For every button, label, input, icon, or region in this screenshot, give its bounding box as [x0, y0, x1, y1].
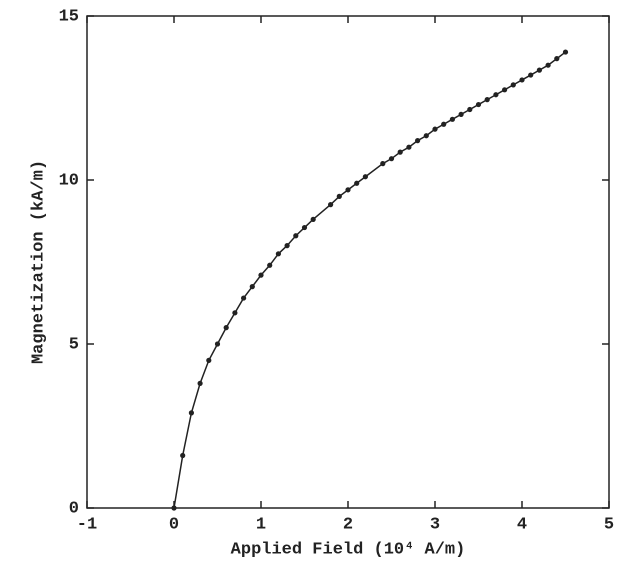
data-point: [241, 295, 247, 301]
data-point: [449, 116, 455, 122]
data-point: [467, 106, 473, 113]
data-point: [380, 161, 386, 167]
data-point: [519, 77, 525, 83]
plot-frame: [86, 15, 610, 509]
data-point: [388, 156, 395, 162]
data-point: [197, 380, 203, 386]
y-tick-label: 15: [59, 7, 79, 26]
data-point: [458, 111, 464, 117]
data-point: [328, 202, 334, 208]
data-point: [345, 187, 351, 193]
data-point: [432, 126, 438, 132]
data-point: [510, 82, 516, 88]
data-point: [475, 101, 482, 108]
data-point: [502, 87, 508, 93]
data-point: [275, 251, 281, 257]
x-tick-label: -1: [77, 515, 97, 534]
y-tick-label: 5: [69, 335, 79, 354]
data-point: [180, 452, 186, 459]
data-point: [554, 56, 560, 62]
data-point: [258, 272, 264, 278]
y-tick-label: 0: [69, 499, 79, 518]
data-point: [441, 121, 447, 127]
data-point: [397, 149, 403, 155]
data-point: [310, 216, 316, 222]
data-point: [284, 243, 290, 249]
data-point: [536, 67, 543, 73]
data-point: [493, 92, 499, 98]
data-point: [484, 97, 490, 103]
data-point: [415, 138, 421, 144]
data-point: [223, 325, 229, 331]
x-axis-label: Applied Field (10⁴ A/m): [231, 540, 466, 559]
data-point: [171, 505, 177, 511]
data-point: [406, 144, 412, 150]
data-point: [336, 193, 342, 199]
x-tick-label: 5: [604, 515, 614, 534]
data-point: [354, 180, 360, 186]
x-tick-label: 2: [343, 515, 353, 534]
data-point: [188, 410, 194, 416]
data-line: [173, 51, 566, 509]
x-tick-label: 3: [430, 515, 440, 534]
data-point: [423, 133, 429, 139]
y-axis-label: Magnetization (kA/m): [29, 160, 48, 364]
data-point: [249, 284, 255, 290]
data-point: [545, 62, 551, 68]
y-tick-label: 10: [59, 171, 79, 190]
x-tick-label: 4: [517, 515, 527, 534]
data-point: [528, 72, 534, 78]
x-tick-label: 0: [169, 515, 179, 534]
data-point: [267, 262, 273, 268]
data-point: [362, 174, 368, 180]
data-point: [301, 224, 308, 231]
data-point: [562, 49, 569, 55]
data-point: [214, 341, 221, 347]
x-tick-label: 1: [256, 515, 266, 534]
data-point: [293, 233, 299, 239]
data-point: [206, 357, 212, 363]
data-point: [232, 310, 238, 316]
